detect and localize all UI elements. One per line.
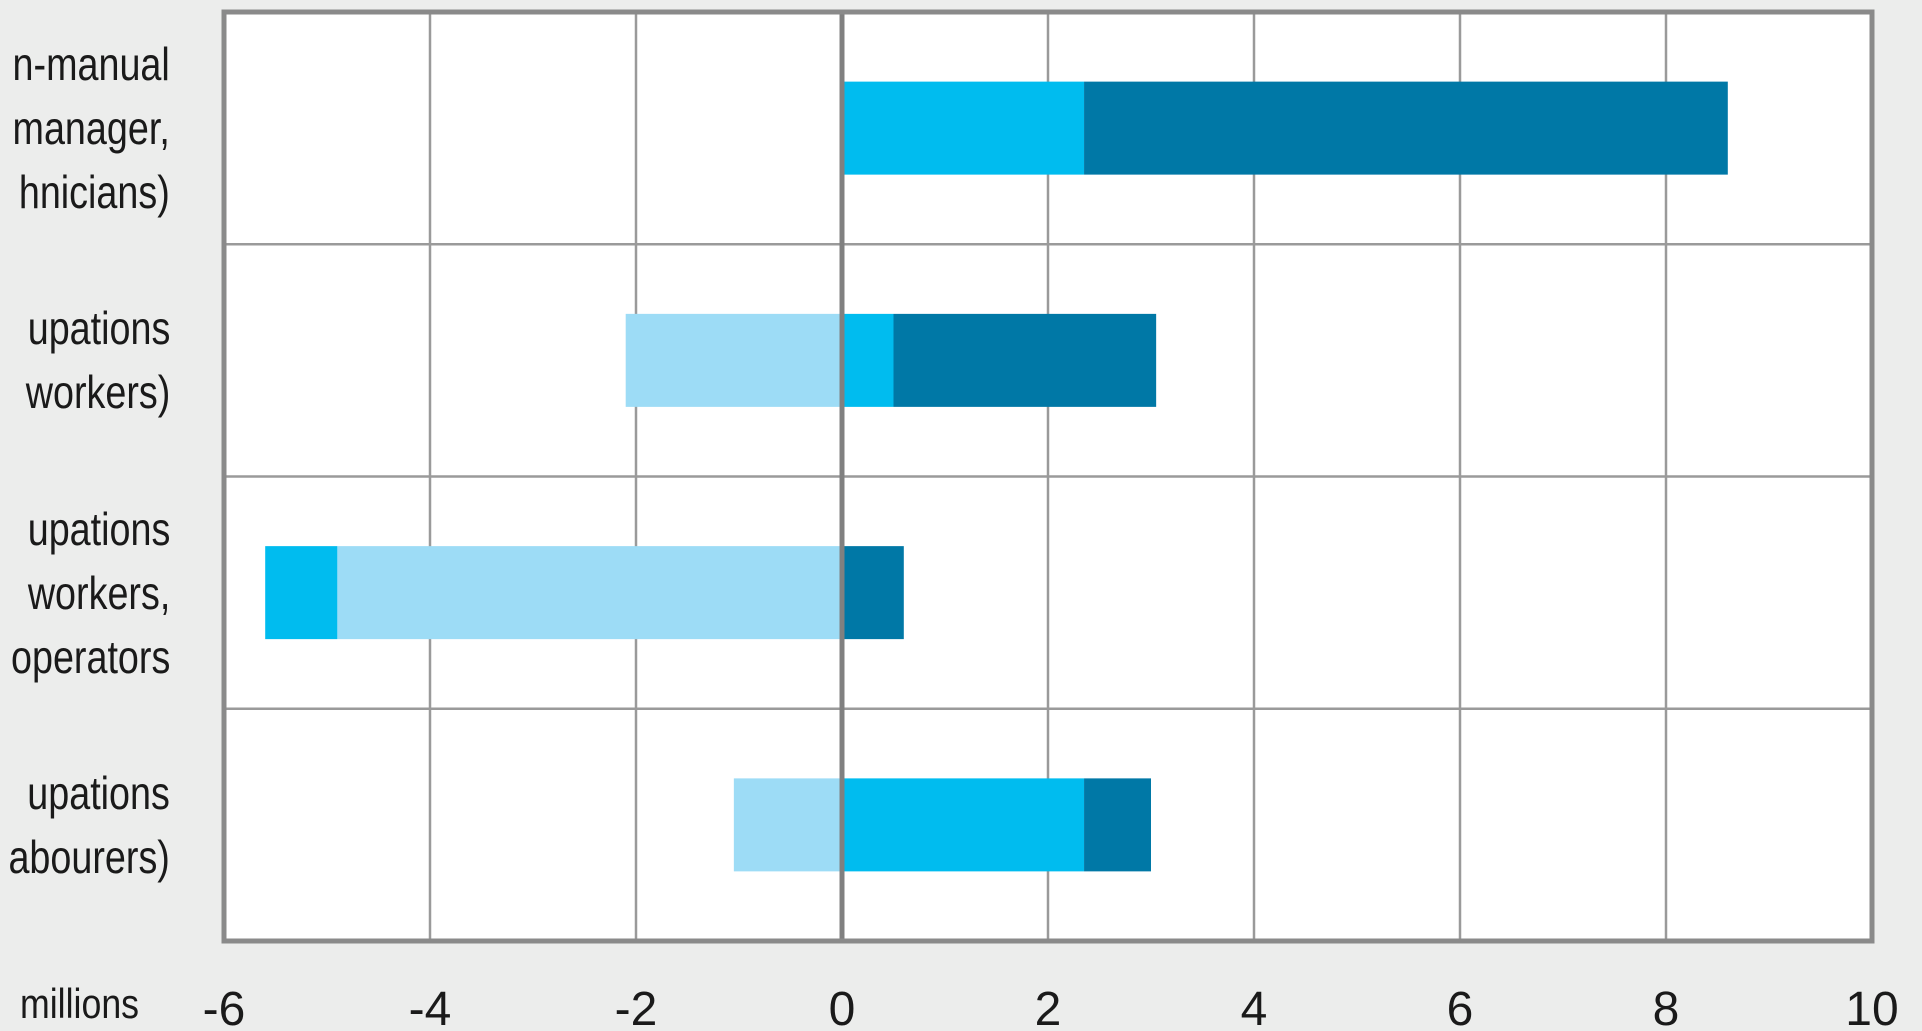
category-label-2-line-2: operators	[10, 630, 170, 683]
x-axis-unit-label: millions	[20, 980, 140, 1027]
category-label-1: upations workers)	[25, 296, 170, 424]
bar-cat3-series1	[842, 778, 1085, 872]
x-tick-label-2: -2	[615, 983, 658, 1031]
category-label-2: upations workers, operators	[11, 497, 170, 689]
category-label-2-line-1: workers,	[27, 566, 170, 619]
bar-cat1-series0	[625, 313, 842, 407]
bar-cat2-series0	[337, 546, 842, 640]
bar-cat3-series2	[1084, 778, 1151, 872]
x-tick-label-4: 2	[1035, 983, 1062, 1031]
bar-cat1-series2	[893, 313, 1157, 407]
category-label-3: upations abourers)	[9, 761, 170, 889]
x-tick-label-5: 4	[1241, 983, 1268, 1031]
x-tick-labels: -6 -4 -2 0 2 4 6 8 10	[203, 983, 1899, 1031]
category-label-1-line-1: workers)	[25, 366, 170, 419]
plot-frame	[221, 9, 1875, 944]
bar-cat0-series2	[1084, 81, 1728, 175]
bar-cat0-series1	[842, 81, 1085, 175]
x-tick-label-3: 0	[829, 983, 856, 1031]
bar-cat2-series1	[265, 546, 338, 640]
bar-cat3-series0	[733, 778, 842, 872]
category-label-0: n-manual manager, hnicians)	[13, 32, 170, 224]
x-tick-label-7: 8	[1653, 983, 1680, 1031]
x-tick-label-8: 10	[1845, 983, 1898, 1031]
category-label-2-line-0: upations	[27, 502, 170, 555]
x-tick-label-0: -6	[203, 983, 246, 1031]
x-tick-label-6: 6	[1447, 983, 1474, 1031]
category-label-1-line-0: upations	[27, 302, 171, 355]
category-label-0-line-0: n-manual	[12, 38, 170, 91]
bar-cat2-series2	[842, 546, 904, 640]
category-label-3-line-1: abourers)	[8, 830, 170, 883]
category-label-0-line-1: manager,	[12, 102, 170, 155]
bar-cat1-series1	[842, 313, 894, 407]
category-label-3-line-0: upations	[27, 766, 170, 819]
bars	[265, 81, 1728, 872]
x-tick-label-1: -4	[409, 983, 452, 1031]
category-label-0-line-2: hnicians)	[19, 166, 171, 219]
